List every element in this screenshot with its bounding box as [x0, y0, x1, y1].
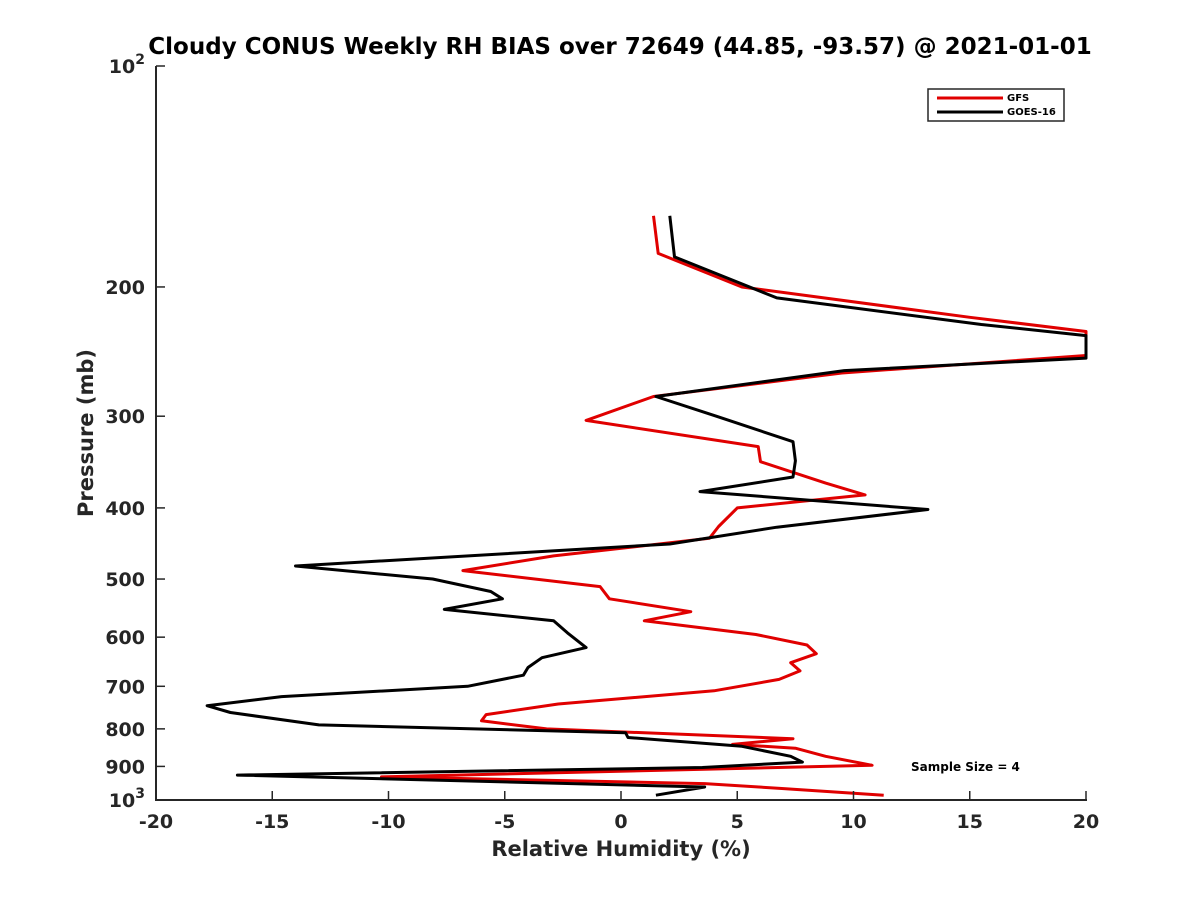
legend: GFS GOES-16: [927, 88, 1065, 122]
y-tick-label: 900: [105, 756, 145, 778]
y-tick-label: 800: [105, 719, 145, 741]
x-tick-label: -15: [255, 811, 289, 833]
x-tick-label: 20: [1073, 811, 1099, 833]
legend-box: [927, 88, 1065, 122]
legend-label-goes-16: GOES-16: [1007, 107, 1056, 118]
plot-series-group: [205, 215, 1088, 797]
y-tick-label: 200: [105, 277, 145, 299]
y-tick-label: 600: [105, 627, 145, 649]
x-tick-label: -20: [139, 811, 173, 833]
y-tick-label: 700: [105, 676, 145, 698]
y-tick-label: 300: [105, 406, 145, 428]
chart-title: Cloudy CONUS Weekly RH BIAS over 72649 (…: [148, 34, 1091, 60]
x-axis-ticks: -20 -15 -10 -5 0 5 10 15 20: [139, 791, 1099, 833]
y-axis-ticks: 200 300 400 500 600 700 800 900 102 103: [105, 52, 165, 812]
y-tick-label: 400: [105, 498, 145, 520]
y-tick-label: 500: [105, 569, 145, 591]
series-line-goes-16: [205, 215, 1088, 797]
x-tick-label: 0: [614, 811, 627, 833]
y-tick-label-power: 102: [109, 52, 145, 78]
y-axis-label: Pressure (mb): [74, 349, 98, 517]
legend-label-gfs: GFS: [1007, 93, 1029, 104]
x-tick-label: 10: [840, 811, 866, 833]
x-tick-label: 5: [731, 811, 744, 833]
x-tick-label: 15: [957, 811, 983, 833]
series-line-gfs: [380, 215, 1088, 797]
y-tick-label-power: 103: [109, 786, 145, 812]
sample-size-annotation: Sample Size = 4: [911, 760, 1020, 774]
x-axis-label: Relative Humidity (%): [491, 837, 750, 861]
x-tick-label: -5: [494, 811, 515, 833]
x-tick-label: -10: [371, 811, 405, 833]
